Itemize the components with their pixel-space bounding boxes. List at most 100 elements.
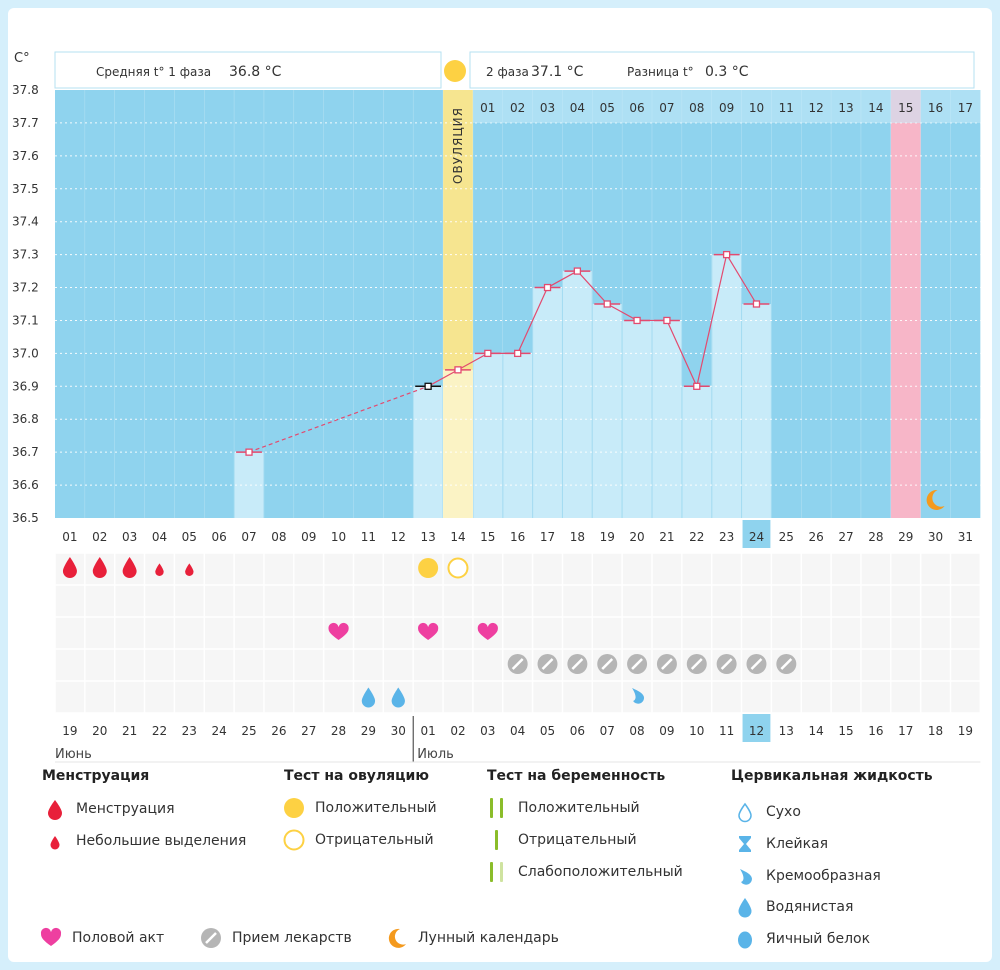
x-day-label: 01: [62, 530, 77, 544]
x-day-label: 31: [958, 530, 973, 544]
temperature-bar: [533, 287, 562, 518]
y-tick-label: 36.5: [12, 511, 39, 525]
date-label: 03: [480, 724, 495, 738]
pill-stripe: [661, 658, 673, 670]
date-label: 19: [958, 724, 973, 738]
date-label: 09: [659, 724, 674, 738]
phase2-day-label: 07: [659, 101, 674, 115]
phase2-day-label: 17: [958, 101, 973, 115]
pill-stripe: [750, 658, 763, 670]
current-day-highlight: [742, 520, 771, 548]
date-label: 23: [182, 724, 197, 738]
temperature-bar: [562, 271, 592, 518]
x-day-label: 09: [301, 530, 316, 544]
date-label: 24: [212, 724, 227, 738]
phase1-label: Средняя t° 1 фаза: [96, 65, 211, 79]
heart-icon: [328, 622, 349, 640]
pill-stripe: [571, 658, 584, 670]
pill-stripe: [511, 658, 524, 670]
temperature-point: [573, 267, 582, 275]
date-label: 27: [301, 724, 316, 738]
phase1-value: 36.8 °C: [229, 64, 282, 80]
date-label: 30: [391, 724, 406, 738]
phase2-day-label: 08: [689, 101, 704, 115]
y-tick-label: 37.1: [12, 313, 39, 327]
temperature-point: [484, 349, 492, 358]
phase2-day-label: 02: [510, 101, 525, 115]
date-label: 19: [62, 724, 77, 738]
phase2-day-label: 03: [540, 101, 555, 115]
date-label: 06: [570, 724, 585, 738]
date-label: 25: [241, 724, 256, 738]
spotting-drop-icon: [155, 563, 164, 576]
x-day-label: 13: [420, 530, 435, 544]
x-day-label: 28: [868, 530, 883, 544]
temperature-point: [693, 382, 701, 390]
y-tick-label: 37.8: [12, 83, 39, 97]
phase2-day-label: 04: [570, 101, 585, 115]
y-axis-unit: C°: [14, 51, 30, 66]
y-tick-label: 37.6: [12, 149, 39, 163]
date-label: 21: [122, 724, 137, 738]
phase2-value: 37.1 °C: [531, 64, 584, 80]
y-tick-label: 36.6: [12, 478, 39, 492]
phase2-day-label: 05: [600, 101, 615, 115]
phase2-day-label: 12: [809, 101, 824, 115]
x-day-label: 02: [92, 530, 107, 544]
month-label-july: Июль: [417, 747, 454, 762]
y-tick-label: 37.4: [12, 215, 39, 229]
temperature-point: [514, 349, 522, 358]
phase2-day-label: 01: [480, 101, 495, 115]
x-day-label: 04: [152, 530, 167, 544]
diff-label: Разница t°: [627, 65, 694, 79]
x-day-label: 24: [749, 530, 764, 544]
temperature-point: [543, 283, 552, 292]
x-day-label: 15: [480, 530, 495, 544]
x-day-label: 29: [898, 530, 913, 544]
date-label: 11: [719, 724, 734, 738]
pill-stripe: [541, 658, 554, 670]
temperature-line-segment: [547, 270, 578, 289]
heart-icon: [477, 622, 498, 640]
date-label: 14: [809, 724, 824, 738]
ovulation-positive-icon: [418, 558, 439, 578]
creamy-drop-icon: [632, 688, 645, 704]
ovulation-sun-icon: [444, 60, 466, 82]
x-day-label: 30: [928, 530, 943, 544]
moon-icon: [926, 489, 945, 510]
temperature-line-segment: [696, 254, 728, 387]
date-label: 26: [271, 724, 286, 738]
temperature-bar: [473, 353, 503, 518]
diff-value: 0.3 °C: [705, 64, 749, 80]
x-day-label: 20: [629, 530, 644, 544]
temperature-point: [722, 250, 731, 259]
x-day-label: 23: [719, 530, 734, 544]
phase2-day-label: 13: [838, 101, 853, 115]
events-grid-background: [55, 553, 981, 713]
temperature-line-segment: [576, 270, 608, 305]
temperature-point: [752, 300, 761, 308]
date-label: 01: [420, 724, 435, 738]
x-day-label: 19: [600, 530, 615, 544]
x-day-label: 08: [271, 530, 286, 544]
temperature-point: [424, 382, 432, 390]
phase2-day-label: 14: [868, 101, 883, 115]
pill-stripe: [720, 658, 733, 670]
temperature-bar: [742, 304, 771, 518]
temperature-point: [633, 316, 641, 325]
x-day-label: 06: [212, 530, 227, 544]
date-label: 13: [779, 724, 794, 738]
date-label: 20: [92, 724, 107, 738]
water-drop-icon: [391, 687, 405, 708]
phase2-day-label: 16: [928, 101, 943, 115]
temperature-line-segment: [726, 254, 757, 305]
y-tick-label: 36.7: [12, 445, 39, 459]
temperature-point: [663, 316, 671, 325]
x-day-label: 22: [689, 530, 704, 544]
menstruation-drop-icon: [122, 557, 137, 579]
x-day-label: 26: [809, 530, 824, 544]
highlight-day-column: [890, 90, 921, 518]
ovulation-negative-icon: [447, 557, 469, 579]
date-label: 28: [331, 724, 346, 738]
